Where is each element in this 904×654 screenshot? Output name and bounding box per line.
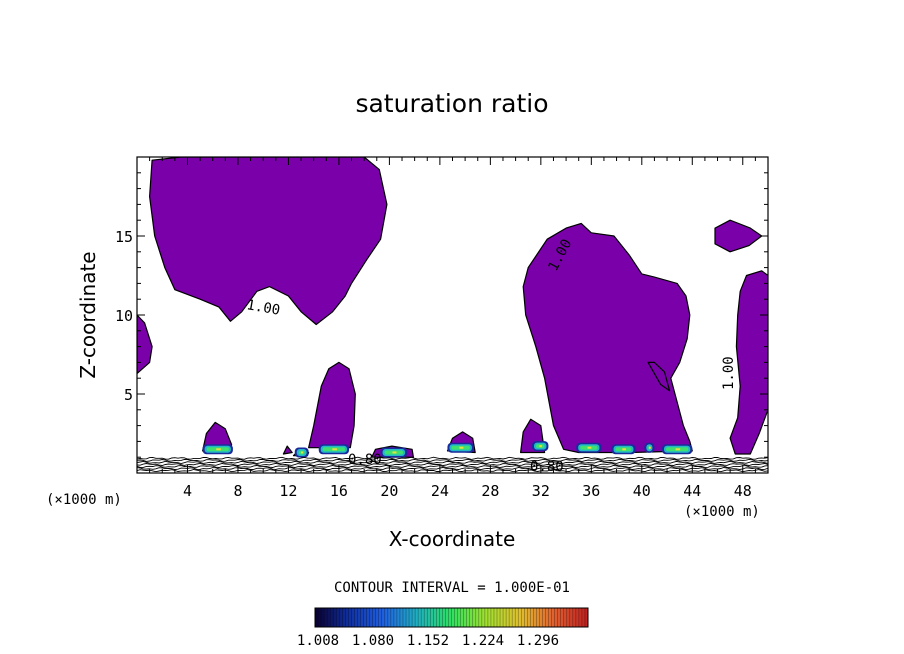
band-core-6 [587, 446, 592, 449]
contour-label: 1.00 [721, 356, 737, 390]
x-tick-label: 32 [532, 482, 550, 500]
cloud-region-upper-left-cloud [149, 157, 388, 326]
contour-interval-text: CONTOUR INTERVAL = 1.000E-01 [334, 580, 570, 596]
x-tick-label: 16 [330, 482, 348, 500]
band-core-0 [216, 448, 221, 451]
cloud-region-left-edge-cloud [137, 314, 153, 375]
x-tick-label: 40 [633, 482, 651, 500]
band-core-3 [392, 451, 397, 454]
band-core-4 [459, 446, 464, 449]
x-tick-label: 20 [380, 482, 398, 500]
y-tick-label: 5 [124, 386, 133, 404]
surface-contour-1 [137, 467, 768, 471]
band-core-2 [332, 448, 337, 451]
surface-contour-5 [137, 458, 768, 462]
cloud-region-right-large-cloud [522, 222, 693, 454]
surface-contour-6 [137, 456, 768, 460]
colorbar-tick-label: 1.152 [407, 633, 449, 649]
cloud-region-bump-16k [308, 361, 356, 449]
surface-contour-3 [137, 462, 768, 467]
cloud-region-speck-13k [282, 445, 293, 455]
cloud-region-far-right-cloud [729, 270, 768, 455]
x-tick-label: 48 [734, 482, 752, 500]
colorbar-stripes [317, 608, 586, 627]
x-tick-label: 12 [279, 482, 297, 500]
band-core-1 [300, 451, 304, 454]
cloud-region-right-notch-cloud [647, 361, 671, 392]
colorbar-tick-label: 1.080 [352, 633, 394, 649]
x-tick-label: 36 [582, 482, 600, 500]
surface-contour-4 [137, 460, 768, 464]
band-core-5 [539, 445, 542, 448]
colorbar-tick-label: 1.224 [462, 633, 504, 649]
filled-regions [137, 157, 768, 458]
contour-label: 1.00 [245, 297, 281, 319]
y-axis-title: Z-coordinate [76, 251, 100, 378]
x-unit-right: (×1000 m) [684, 504, 760, 520]
y-tick-label: 10 [115, 307, 133, 325]
colorbar-tick-label: 1.008 [297, 633, 339, 649]
y-tick-label: 15 [115, 228, 133, 246]
x-tick-label: 4 [183, 482, 192, 500]
x-axis-title: X-coordinate [389, 527, 516, 551]
colorbar-tick-label: 1.296 [517, 633, 559, 649]
surface-contour-lines [137, 456, 768, 473]
surface-contour-2 [137, 464, 768, 469]
x-tick-label: 8 [233, 482, 242, 500]
colorbar [314, 607, 589, 628]
high-value-bands [202, 441, 693, 458]
x-tick-label: 44 [683, 482, 701, 500]
y-axis: 5 10 15 [115, 172, 768, 474]
chart-title: saturation ratio [355, 89, 548, 118]
band-core-9 [675, 448, 681, 451]
x-axis: 4 8 12 16 20 24 28 32 36 40 44 48 [136, 157, 769, 500]
contour-label: 0.80 [348, 452, 382, 468]
colorbar-tick-labels: 1.008 1.080 1.152 1.224 1.296 [297, 633, 559, 649]
x-unit-left: (×1000 m) [46, 492, 122, 508]
x-tick-label: 24 [431, 482, 449, 500]
band-core-7 [622, 448, 626, 451]
cloud-region-far-right-top-cloud [714, 219, 763, 253]
contour-label: 0.80 [530, 459, 564, 475]
x-tick-label: 28 [481, 482, 499, 500]
band-core-8 [648, 446, 651, 449]
